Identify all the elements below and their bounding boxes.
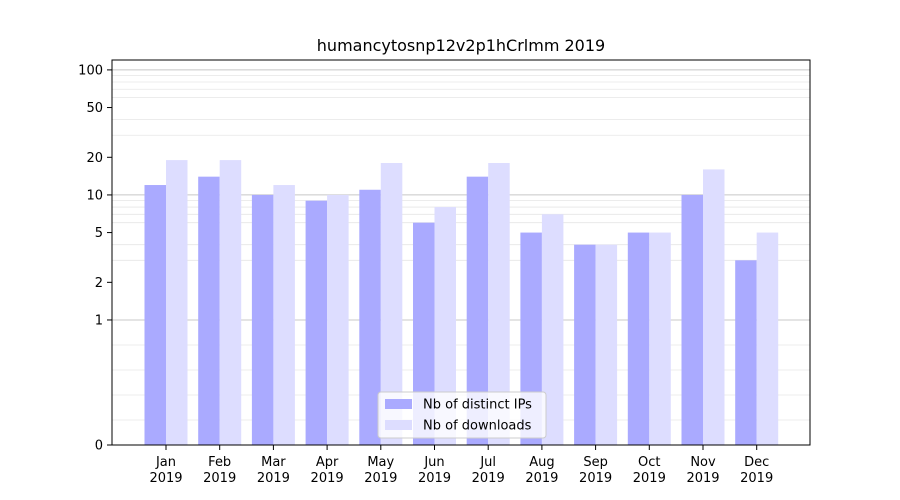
bar-distinct-ips [681, 194, 703, 445]
bars-layer [144, 160, 779, 445]
bar-downloads [595, 244, 618, 445]
y-tick-label: 50 [86, 101, 103, 116]
x-tick-label-month: Jan [155, 455, 176, 470]
bar-downloads [703, 169, 725, 445]
x-tick-label-year: 2019 [633, 471, 666, 486]
x-tick-label-month: Dec [744, 455, 769, 470]
bar-distinct-ips [627, 232, 650, 445]
bar-downloads [327, 194, 349, 445]
bar-distinct-ips [305, 200, 328, 445]
y-tick-label: 5 [95, 226, 103, 241]
bar-distinct-ips [413, 222, 435, 445]
bar-downloads [756, 232, 779, 445]
plot-frame [111, 59, 811, 446]
x-tick-label-year: 2019 [311, 471, 344, 486]
x-axis: Jan2019Feb2019Mar2019Apr2019May2019Jun20… [149, 445, 773, 486]
y-tick-label: 0 [95, 439, 103, 454]
legend-label: Nb of distinct IPs [423, 398, 532, 413]
bar-downloads [434, 207, 456, 445]
bar-downloads [541, 214, 564, 445]
x-tick-label-year: 2019 [364, 471, 397, 486]
bar-distinct-ips [466, 176, 489, 445]
y-tick-label: 100 [78, 63, 103, 78]
bar-downloads [380, 163, 403, 445]
x-tick-label-year: 2019 [579, 471, 612, 486]
chart-title: humancytosnp12v2p1hCrlmm 2019 [317, 36, 605, 55]
bar-distinct-ips [251, 194, 274, 445]
x-tick-label-month: Jul [479, 455, 496, 470]
x-tick-label-year: 2019 [686, 471, 719, 486]
legend: Nb of distinct IPs Nb of downloads [377, 391, 547, 439]
bar-downloads [273, 185, 295, 445]
y-tick-label: 2 [95, 276, 103, 291]
legend-frame [377, 391, 547, 439]
bar-distinct-ips [735, 260, 757, 445]
bar-downloads [649, 232, 671, 445]
bar-distinct-ips [198, 176, 220, 445]
x-tick-label-month: May [367, 455, 394, 470]
y-axis: 0 1 2 5 10 20 50 100 [78, 63, 112, 454]
bar-downloads [488, 163, 510, 445]
x-tick-label-year: 2019 [740, 471, 773, 486]
bar-distinct-ips [144, 185, 166, 445]
y-tick-label: 10 [86, 188, 103, 203]
y-tick-label: 1 [95, 313, 103, 328]
x-tick-label-year: 2019 [472, 471, 505, 486]
x-tick-label-year: 2019 [149, 471, 182, 486]
x-tick-label-month: Aug [529, 455, 554, 470]
bar-distinct-ips [359, 189, 381, 445]
x-tick-label-month: Apr [316, 455, 339, 470]
x-tick-label-year: 2019 [418, 471, 451, 486]
x-tick-label-month: Nov [690, 455, 716, 470]
x-tick-label-month: Mar [261, 455, 286, 470]
x-tick-label-year: 2019 [257, 471, 290, 486]
x-tick-label-month: Jun [423, 455, 444, 470]
x-tick-label-month: Feb [208, 455, 231, 470]
legend-swatch [385, 399, 412, 409]
x-tick-label-year: 2019 [525, 471, 558, 486]
bar-distinct-ips [574, 244, 596, 445]
x-tick-label-month: Sep [583, 455, 608, 470]
y-tick-label: 20 [86, 151, 103, 166]
legend-label: Nb of downloads [423, 419, 532, 434]
bar-downloads [166, 160, 188, 445]
legend-swatch [385, 420, 412, 430]
x-tick-label-month: Oct [638, 455, 660, 470]
x-tick-label-year: 2019 [203, 471, 236, 486]
bar-downloads [219, 160, 242, 445]
